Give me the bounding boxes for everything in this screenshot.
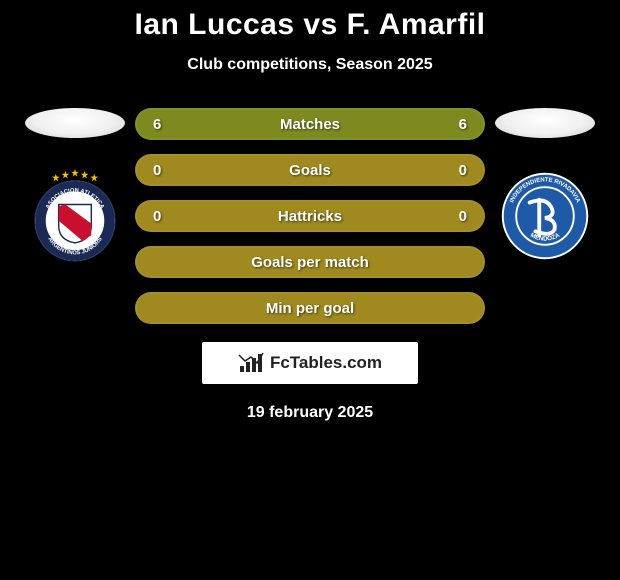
bar-chart-icon <box>238 352 264 374</box>
club-badge-left: ASOCIACION ATLETICA ARGENTINOS JUNIORS <box>27 168 123 269</box>
stat-right-value: 6 <box>443 116 467 133</box>
stat-right-value: 0 <box>443 162 467 179</box>
stat-pill-goals-per-match: Goals per match <box>135 246 485 278</box>
main-row: ASOCIACION ATLETICA ARGENTINOS JUNIORS 6… <box>0 108 620 324</box>
date-line: 19 february 2025 <box>0 404 620 422</box>
stats-column: 6Matches60Goals00Hattricks0Goals per mat… <box>135 108 485 324</box>
comparison-card: Ian Luccas vs F. Amarfil Club competitio… <box>0 0 620 422</box>
argentinos-juniors-badge-icon: ASOCIACION ATLETICA ARGENTINOS JUNIORS <box>27 168 123 264</box>
stat-pill-goals: 0Goals0 <box>135 154 485 186</box>
source-logo-text: FcTables.com <box>270 353 382 373</box>
stat-pill-min-per-goal: Min per goal <box>135 292 485 324</box>
club-badge-right: INDEPENDIENTE RIVADAVIA MENDOZA <box>497 168 593 269</box>
left-player-col: ASOCIACION ATLETICA ARGENTINOS JUNIORS <box>15 108 135 269</box>
stat-label: Matches <box>177 116 443 133</box>
independiente-rivadavia-badge-icon: INDEPENDIENTE RIVADAVIA MENDOZA <box>497 168 593 264</box>
source-logo[interactable]: FcTables.com <box>202 342 418 384</box>
stat-pill-hattricks: 0Hattricks0 <box>135 200 485 232</box>
stat-left-value: 0 <box>153 208 177 225</box>
page-title: Ian Luccas vs F. Amarfil <box>0 8 620 42</box>
stat-label: Goals per match <box>153 254 467 271</box>
player-silhouette-right <box>495 108 595 138</box>
stat-left-value: 6 <box>153 116 177 133</box>
stat-label: Goals <box>177 162 443 179</box>
player-silhouette-left <box>25 108 125 138</box>
stat-label: Min per goal <box>153 300 467 317</box>
stat-right-value: 0 <box>443 208 467 225</box>
stat-left-value: 0 <box>153 162 177 179</box>
right-player-col: INDEPENDIENTE RIVADAVIA MENDOZA <box>485 108 605 269</box>
stat-label: Hattricks <box>177 208 443 225</box>
stat-pill-matches: 6Matches6 <box>135 108 485 140</box>
page-subtitle: Club competitions, Season 2025 <box>0 56 620 74</box>
